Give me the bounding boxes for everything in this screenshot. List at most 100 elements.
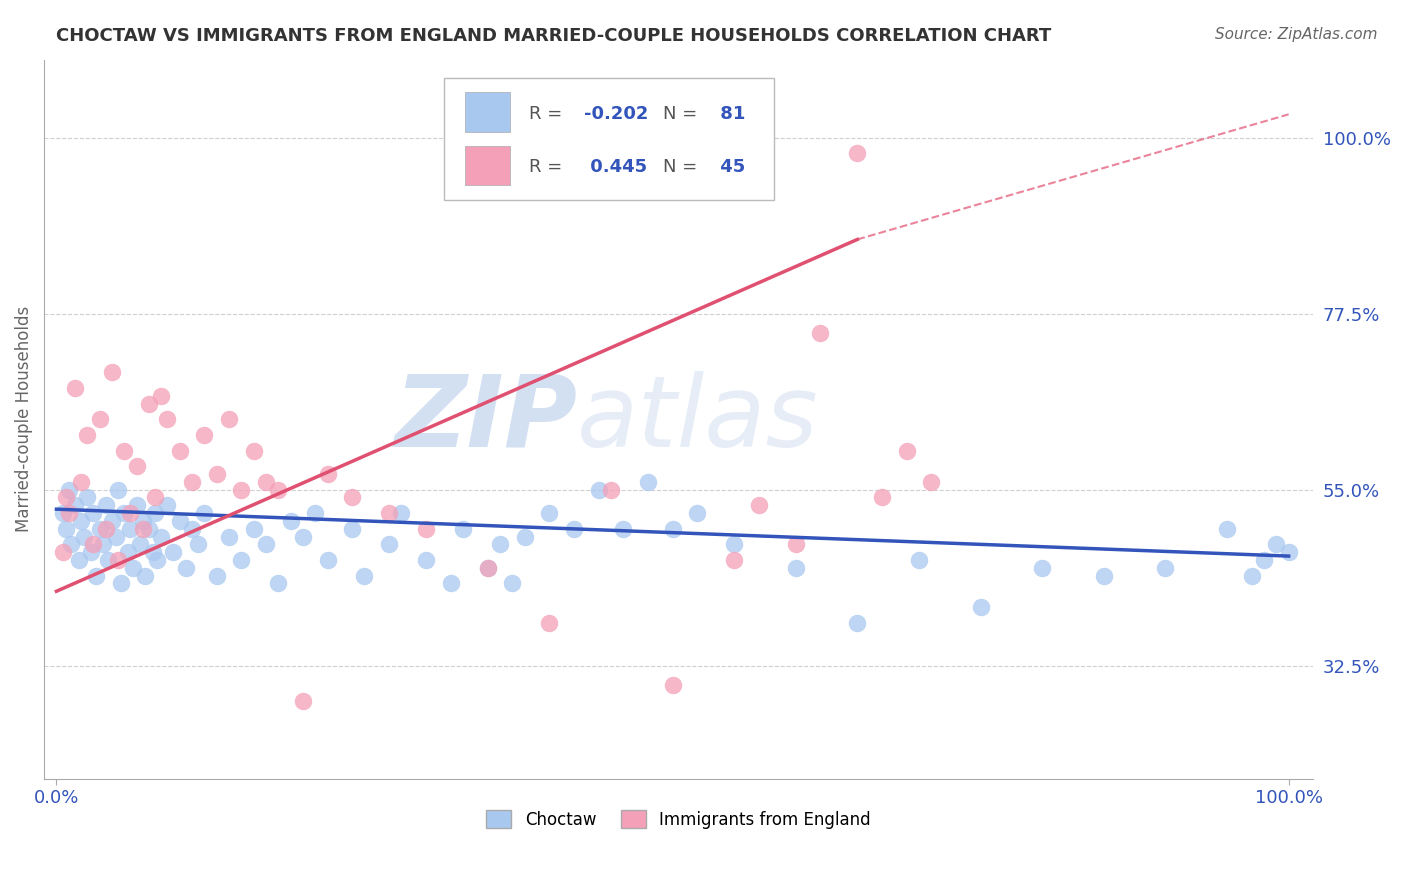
- Point: [267, 483, 290, 497]
- Point: [143, 491, 166, 505]
- Point: [340, 522, 363, 536]
- Point: [55, 491, 77, 505]
- Point: [231, 483, 253, 497]
- Point: [94, 522, 117, 536]
- Point: [291, 530, 314, 544]
- Point: [538, 615, 561, 630]
- Point: [89, 522, 111, 536]
- Point: [304, 506, 326, 520]
- Point: [63, 498, 86, 512]
- Point: [316, 467, 339, 481]
- Point: [107, 483, 129, 497]
- Point: [562, 522, 585, 536]
- Point: [280, 514, 302, 528]
- Point: [112, 506, 135, 520]
- Point: [52, 506, 75, 520]
- Point: [316, 553, 339, 567]
- Point: [723, 537, 745, 551]
- Point: [785, 561, 807, 575]
- Point: [254, 537, 277, 551]
- Point: [55, 522, 77, 536]
- Point: [267, 576, 290, 591]
- Point: [378, 537, 401, 551]
- Point: [117, 545, 139, 559]
- Point: [1092, 568, 1115, 582]
- Point: [748, 498, 770, 512]
- Point: [169, 514, 191, 528]
- Point: [661, 522, 683, 536]
- Point: [723, 553, 745, 567]
- Text: 45: 45: [714, 159, 745, 177]
- Point: [1154, 561, 1177, 575]
- Point: [193, 428, 215, 442]
- Point: [686, 506, 709, 520]
- Point: [91, 537, 114, 551]
- Point: [110, 576, 132, 591]
- Point: [1253, 553, 1275, 567]
- Point: [76, 491, 98, 505]
- Point: [156, 498, 179, 512]
- Text: R =: R =: [529, 159, 568, 177]
- Point: [94, 498, 117, 512]
- Text: 81: 81: [714, 104, 745, 122]
- Point: [513, 530, 536, 544]
- Point: [538, 506, 561, 520]
- Point: [661, 678, 683, 692]
- Point: [908, 553, 931, 567]
- Legend: Choctaw, Immigrants from England: Choctaw, Immigrants from England: [479, 804, 877, 835]
- Point: [129, 537, 152, 551]
- Point: [477, 561, 499, 575]
- Point: [451, 522, 474, 536]
- Point: [588, 483, 610, 497]
- Point: [353, 568, 375, 582]
- Point: [440, 576, 463, 591]
- Point: [52, 545, 75, 559]
- Point: [82, 506, 104, 520]
- Point: [218, 412, 240, 426]
- Bar: [465, 92, 510, 131]
- Point: [1216, 522, 1239, 536]
- Point: [785, 537, 807, 551]
- Point: [101, 365, 124, 379]
- Point: [1031, 561, 1053, 575]
- Point: [120, 522, 142, 536]
- Point: [205, 467, 228, 481]
- Point: [169, 443, 191, 458]
- Point: [218, 530, 240, 544]
- Point: [600, 483, 623, 497]
- Point: [1278, 545, 1301, 559]
- Point: [58, 483, 80, 497]
- Point: [1240, 568, 1263, 582]
- Point: [969, 599, 991, 614]
- Point: [101, 514, 124, 528]
- Text: ZIP: ZIP: [394, 371, 576, 467]
- Point: [104, 530, 127, 544]
- Point: [89, 412, 111, 426]
- Point: [870, 491, 893, 505]
- Point: [131, 514, 153, 528]
- Point: [181, 475, 204, 489]
- Point: [146, 553, 169, 567]
- Point: [920, 475, 942, 489]
- Point: [808, 326, 831, 341]
- Point: [97, 553, 120, 567]
- Point: [60, 537, 83, 551]
- Text: 0.445: 0.445: [583, 159, 647, 177]
- Point: [150, 530, 173, 544]
- Text: -0.202: -0.202: [583, 104, 648, 122]
- Point: [82, 537, 104, 551]
- Point: [477, 561, 499, 575]
- Point: [193, 506, 215, 520]
- Point: [58, 506, 80, 520]
- Point: [501, 576, 523, 591]
- Text: N =: N =: [664, 104, 703, 122]
- Point: [846, 146, 869, 161]
- Point: [84, 568, 107, 582]
- Point: [254, 475, 277, 489]
- Point: [72, 530, 94, 544]
- Point: [67, 553, 90, 567]
- Point: [340, 491, 363, 505]
- Point: [489, 537, 512, 551]
- Point: [162, 545, 184, 559]
- Point: [637, 475, 659, 489]
